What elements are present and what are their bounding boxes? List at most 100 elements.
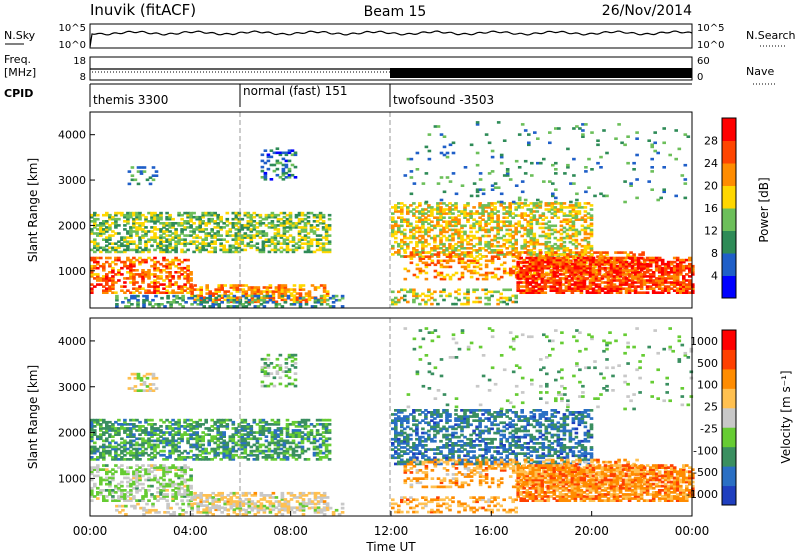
echo-cell xyxy=(183,258,187,262)
echo-cell xyxy=(213,437,217,441)
echo-cell xyxy=(324,226,329,229)
echo-cell xyxy=(147,443,151,447)
echo-cell xyxy=(487,204,491,207)
echo-cell xyxy=(525,273,529,276)
echo-cell xyxy=(322,300,327,304)
echo-cell xyxy=(516,275,520,278)
echo-cell xyxy=(168,433,172,436)
echo-cell xyxy=(303,224,308,227)
echo-cell xyxy=(672,271,677,274)
echo-cell xyxy=(663,266,668,270)
echo-cell xyxy=(240,451,245,455)
echo-cell xyxy=(564,262,569,266)
echo-cell xyxy=(193,288,197,291)
echo-cell xyxy=(436,206,440,209)
echo-cell xyxy=(144,431,148,434)
echo-cell xyxy=(256,292,261,295)
echo-cell xyxy=(448,275,453,279)
echo-cell xyxy=(583,232,588,236)
echo-cell xyxy=(151,305,155,308)
echo-cell xyxy=(522,269,526,272)
echo-cell xyxy=(639,273,644,276)
echo-cell xyxy=(135,458,139,461)
echo-cell xyxy=(559,232,564,236)
echo-cell xyxy=(430,261,435,265)
echo-cell xyxy=(511,271,516,275)
echo-cell xyxy=(514,214,518,217)
echo-cell xyxy=(534,269,539,272)
echo-cell xyxy=(274,288,279,291)
echo-cell xyxy=(262,294,267,298)
echo-cell xyxy=(234,228,239,231)
echo-cell xyxy=(493,249,497,252)
echo-cell xyxy=(469,230,473,234)
echo-cell xyxy=(531,264,536,268)
echo-cell xyxy=(120,449,124,453)
echo-cell xyxy=(264,439,269,443)
echo-cell xyxy=(193,294,197,298)
echo-cell xyxy=(102,222,106,225)
echo-cell xyxy=(259,303,264,306)
echo-cell xyxy=(153,443,157,447)
echo-cell xyxy=(138,285,142,288)
noise-sky-label: N.Sky xyxy=(4,29,36,42)
echo-cell xyxy=(289,298,294,302)
echo-cell xyxy=(612,275,617,278)
echo-cell xyxy=(519,260,523,264)
echo-cell xyxy=(114,458,118,461)
frequency-panel: Freq. [MHz] 18 8 60 0 Nave xyxy=(4,53,775,85)
echo-cell xyxy=(189,211,193,215)
echo-cell xyxy=(403,242,407,246)
echo-cell xyxy=(517,214,521,217)
echo-cell xyxy=(90,240,94,243)
echo-cell xyxy=(183,271,187,274)
echo-cell xyxy=(451,251,456,254)
echo-cell xyxy=(574,204,579,207)
echo-cell xyxy=(418,259,423,263)
echo-cell xyxy=(115,296,119,300)
echo-cell xyxy=(683,133,688,136)
echo-cell xyxy=(421,214,425,217)
echo-cell xyxy=(391,290,395,294)
echo-cell xyxy=(178,296,182,300)
echo-cell xyxy=(267,427,272,430)
echo-cell xyxy=(415,263,420,267)
echo-cell xyxy=(300,220,305,223)
echo-cell xyxy=(499,220,503,223)
echo-cell xyxy=(626,135,630,138)
echo-cell xyxy=(216,230,220,233)
echo-cell xyxy=(249,240,254,243)
echo-cell xyxy=(276,427,281,430)
echo-cell xyxy=(406,224,410,228)
echo-cell xyxy=(210,220,214,223)
echo-cell xyxy=(436,208,440,211)
echo-cell xyxy=(171,427,175,430)
echo-cell xyxy=(327,217,332,221)
echo-cell xyxy=(235,296,240,299)
echo-cell xyxy=(290,173,295,177)
echo-cell xyxy=(662,190,666,194)
echo-cell xyxy=(126,447,130,451)
echo-cell xyxy=(177,262,181,266)
echo-cell xyxy=(558,256,563,260)
echo-cell xyxy=(448,206,452,209)
echo-cell xyxy=(159,269,163,272)
echo-cell xyxy=(252,236,257,239)
echo-cell xyxy=(502,261,507,265)
echo-cell xyxy=(211,303,215,306)
echo-cell xyxy=(639,279,644,282)
echo-cell xyxy=(141,281,145,284)
echo-cell xyxy=(508,240,512,244)
echo-cell xyxy=(571,220,576,223)
echo-cell xyxy=(457,218,461,221)
echo-cell xyxy=(252,443,257,447)
echo-cell xyxy=(153,456,157,459)
echo-cell xyxy=(526,253,530,256)
echo-cell xyxy=(142,294,146,298)
echo-cell xyxy=(448,253,453,256)
echo-cell xyxy=(130,166,135,169)
echo-cell xyxy=(276,418,281,422)
echo-cell xyxy=(111,458,115,461)
echo-cell xyxy=(132,433,136,436)
echo-cell xyxy=(523,172,528,175)
